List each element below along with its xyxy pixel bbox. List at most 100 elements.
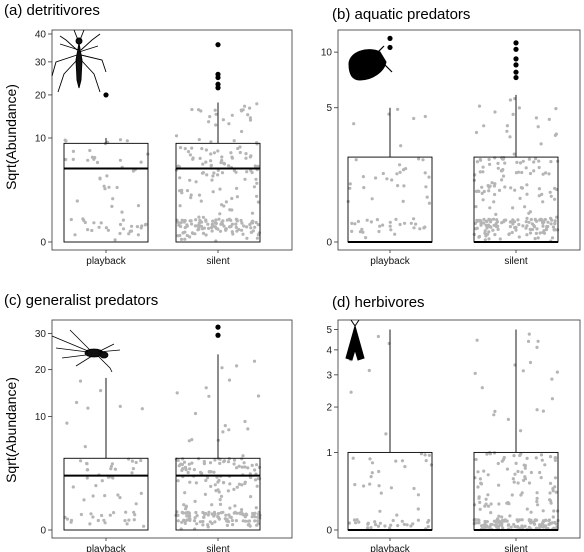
jitter-point	[401, 168, 406, 172]
jitter-point	[423, 453, 427, 457]
jitter-point	[487, 189, 491, 193]
jitter-point	[227, 428, 231, 432]
jitter-point	[121, 218, 125, 222]
jitter-point	[377, 484, 381, 488]
jitter-point	[513, 97, 517, 101]
jitter-point	[484, 219, 488, 223]
jitter-point	[474, 521, 478, 525]
jitter-point	[255, 484, 259, 488]
jitter-point	[139, 458, 143, 463]
jitter-point	[525, 507, 529, 511]
jitter-point	[227, 122, 231, 126]
jitter-point	[131, 169, 135, 173]
jitter-point	[71, 485, 75, 489]
y-tick-label: 1	[326, 448, 332, 459]
box-silent	[175, 457, 261, 531]
jitter-point	[204, 218, 208, 222]
jitter-point	[250, 515, 254, 519]
jitter-point	[176, 519, 180, 523]
jitter-point	[366, 526, 370, 530]
jitter-point	[550, 236, 555, 240]
jitter-point	[227, 164, 231, 168]
jitter-point	[370, 197, 374, 201]
jitter-point	[512, 152, 516, 156]
jitter-point	[525, 224, 529, 228]
jitter-point	[527, 211, 531, 215]
jitter-point	[229, 151, 233, 155]
jitter-point	[120, 210, 124, 214]
jitter-point	[479, 223, 483, 227]
jitter-point	[498, 237, 502, 241]
jitter-point	[118, 404, 122, 408]
jitter-point	[423, 114, 427, 119]
jitter-point	[86, 158, 90, 162]
jitter-point	[222, 224, 226, 228]
box-playback	[63, 457, 149, 531]
jitter-point	[522, 478, 526, 482]
jitter-point	[178, 146, 183, 150]
jitter-point	[533, 217, 537, 221]
jitter-point	[235, 195, 239, 199]
jitter-point	[541, 224, 545, 228]
jitter-point	[478, 500, 482, 504]
jitter-point	[510, 206, 515, 210]
jitter-point	[511, 218, 515, 222]
jitter-point	[484, 502, 488, 506]
jitter-point	[351, 456, 355, 460]
jitter-point	[516, 481, 520, 485]
jitter-point	[255, 181, 259, 185]
jitter-point	[482, 189, 486, 194]
y-tick-label: 30	[35, 57, 47, 68]
jitter-point	[256, 522, 260, 526]
jitter-point	[409, 524, 413, 528]
jitter-point	[109, 464, 113, 468]
jitter-point	[365, 218, 369, 222]
jitter-point	[200, 147, 204, 151]
jitter-point	[231, 232, 235, 236]
jitter-point	[548, 455, 553, 459]
jitter-point	[207, 394, 211, 398]
jitter-point	[518, 518, 522, 522]
jitter-point	[71, 157, 75, 161]
jitter-point	[178, 204, 182, 208]
jitter-point	[212, 514, 216, 518]
jitter-point	[142, 524, 146, 528]
jitter-point	[202, 515, 206, 519]
jitter-point	[399, 144, 403, 148]
jitter-point	[514, 461, 518, 465]
jitter-point	[482, 124, 486, 128]
jitter-point	[533, 237, 537, 241]
jitter-point	[348, 182, 352, 186]
jitter-point	[555, 370, 560, 374]
jitter-point	[502, 218, 506, 222]
jitter-point	[486, 504, 491, 508]
jitter-point	[543, 217, 548, 222]
jitter-point	[204, 478, 208, 483]
jitter-point	[206, 525, 210, 529]
jitter-point	[71, 149, 75, 153]
jitter-point	[118, 496, 122, 500]
jitter-point	[249, 221, 253, 225]
y-tick-label: 2	[326, 403, 332, 414]
jitter-point	[217, 217, 221, 221]
jitter-point	[187, 514, 191, 519]
panel-a-title: (a) detritivores	[4, 2, 100, 19]
panel-frame	[337, 29, 581, 251]
jitter-point	[255, 194, 259, 198]
jitter-point	[125, 139, 129, 143]
jitter-point	[185, 189, 190, 193]
jitter-point	[189, 196, 193, 200]
jitter-point	[525, 456, 529, 460]
jitter-point	[546, 220, 550, 224]
jitter-point	[369, 475, 373, 479]
jitter-point	[398, 222, 402, 227]
jitter-point	[244, 152, 248, 156]
jitter-point	[490, 522, 494, 527]
jitter-point	[207, 470, 211, 474]
outlier-point	[215, 332, 221, 338]
jitter-point	[140, 224, 144, 228]
jitter-point	[476, 189, 480, 193]
jitter-point	[202, 462, 206, 466]
jitter-point	[207, 226, 211, 230]
water-beetle-icon	[348, 45, 393, 81]
